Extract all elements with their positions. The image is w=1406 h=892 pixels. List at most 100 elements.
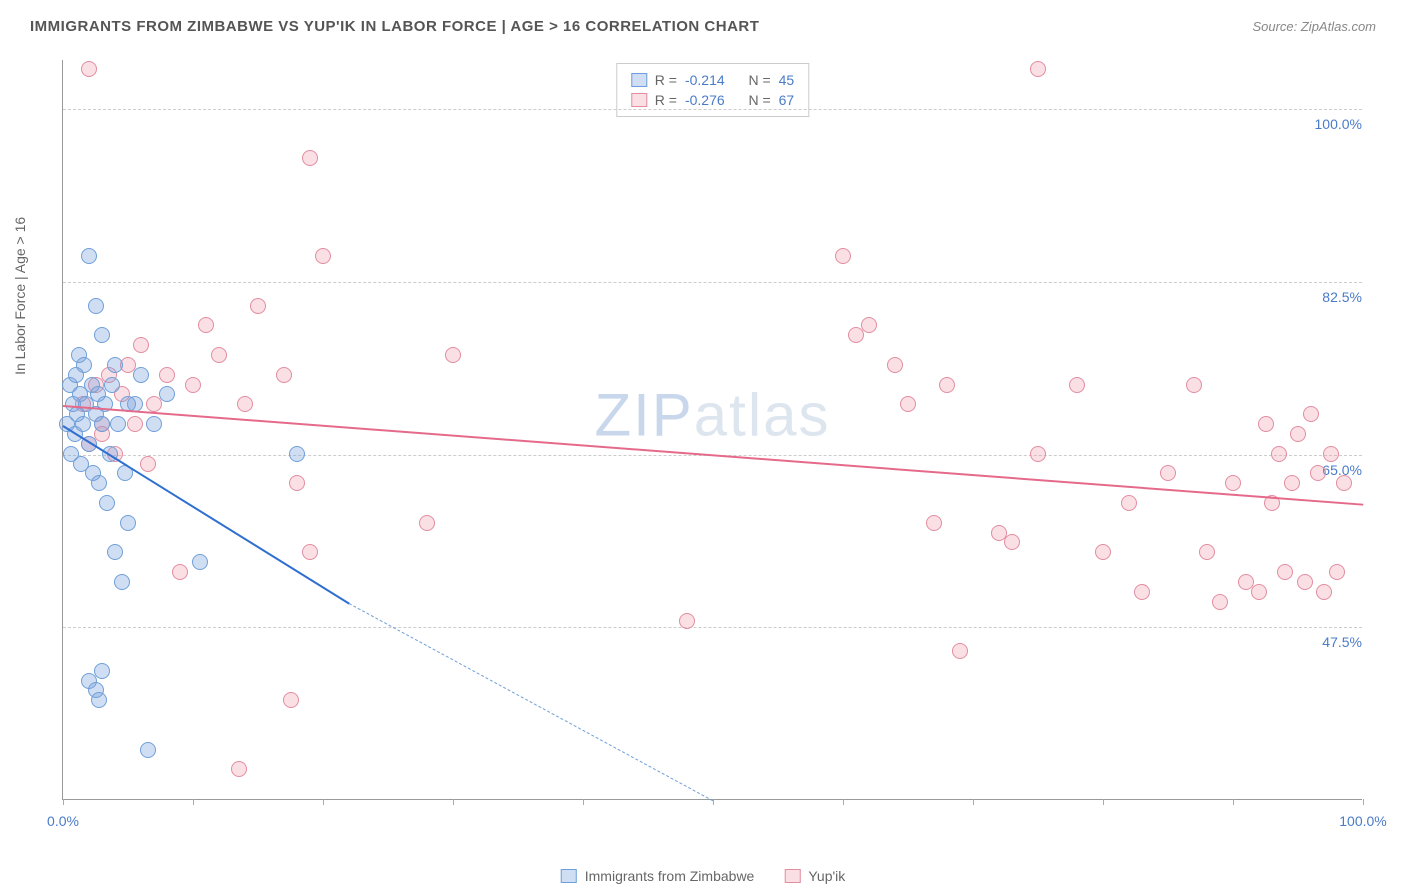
data-point [1303,406,1319,422]
data-point [192,554,208,570]
data-point [1297,574,1313,590]
data-point [140,742,156,758]
data-point [1004,534,1020,550]
chart-area: ZIPatlas R = -0.214 N = 45 R = -0.276 N … [62,60,1362,800]
data-point [81,248,97,264]
legend-label-a: Immigrants from Zimbabwe [585,868,755,884]
data-point [91,692,107,708]
trendline [62,425,349,604]
data-point [104,377,120,393]
data-point [120,515,136,531]
data-point [419,515,435,531]
data-point [1069,377,1085,393]
data-point [302,544,318,560]
data-point [110,416,126,432]
data-point [952,643,968,659]
xtick [453,799,454,805]
data-point [237,396,253,412]
chart-title: IMMIGRANTS FROM ZIMBABWE VS YUP'IK IN LA… [30,18,759,35]
swatch-series-b [631,93,647,107]
data-point [94,416,110,432]
y-axis-label: In Labor Force | Age > 16 [12,217,28,375]
data-point [1186,377,1202,393]
data-point [94,327,110,343]
data-point [926,515,942,531]
data-point [1251,584,1267,600]
legend-label-b: Yup'ik [808,868,845,884]
data-point [185,377,201,393]
ytick-label: 47.5% [1317,632,1367,652]
data-point [211,347,227,363]
data-point [172,564,188,580]
data-point [1290,426,1306,442]
data-point [159,386,175,402]
data-point [1310,465,1326,481]
ytick-label: 82.5% [1317,287,1367,307]
data-point [140,456,156,472]
legend-bottom: Immigrants from Zimbabwe Yup'ik [561,868,846,884]
data-point [250,298,266,314]
data-point [94,663,110,679]
xtick [1363,799,1364,805]
data-point [835,248,851,264]
gridline [63,109,1362,110]
watermark: ZIPatlas [594,380,830,449]
data-point [1258,416,1274,432]
data-point [133,367,149,383]
data-point [91,475,107,491]
data-point [1212,594,1228,610]
ytick-label: 100.0% [1310,114,1367,134]
data-point [231,761,247,777]
data-point [1271,446,1287,462]
xtick [323,799,324,805]
data-point [76,357,92,373]
xtick [583,799,584,805]
data-point [146,416,162,432]
source-label: Source: ZipAtlas.com [1252,19,1376,34]
data-point [679,613,695,629]
data-point [1284,475,1300,491]
data-point [107,357,123,373]
data-point [1030,61,1046,77]
xtick [973,799,974,805]
xtick-label: 0.0% [47,813,79,829]
gridline [63,282,1362,283]
n-value-a: 45 [779,72,795,88]
data-point [114,574,130,590]
data-point [99,495,115,511]
data-point [315,248,331,264]
swatch-series-b-bottom [784,869,800,883]
data-point [900,396,916,412]
data-point [445,347,461,363]
gridline [63,627,1362,628]
xtick [1233,799,1234,805]
xtick [193,799,194,805]
xtick [1103,799,1104,805]
r-value-a: -0.214 [685,72,725,88]
data-point [1134,584,1150,600]
data-point [1095,544,1111,560]
data-point [1329,564,1345,580]
xtick [843,799,844,805]
data-point [159,367,175,383]
data-point [88,298,104,314]
data-point [1336,475,1352,491]
data-point [133,337,149,353]
data-point [289,475,305,491]
xtick-label: 100.0% [1339,813,1386,829]
data-point [198,317,214,333]
data-point [302,150,318,166]
trendline [63,405,1363,506]
data-point [289,446,305,462]
data-point [1225,475,1241,491]
trendline-extrapolated [349,603,713,801]
data-point [81,61,97,77]
data-point [1121,495,1137,511]
data-point [276,367,292,383]
data-point [1160,465,1176,481]
data-point [887,357,903,373]
data-point [283,692,299,708]
xtick [63,799,64,805]
data-point [1030,446,1046,462]
data-point [127,416,143,432]
